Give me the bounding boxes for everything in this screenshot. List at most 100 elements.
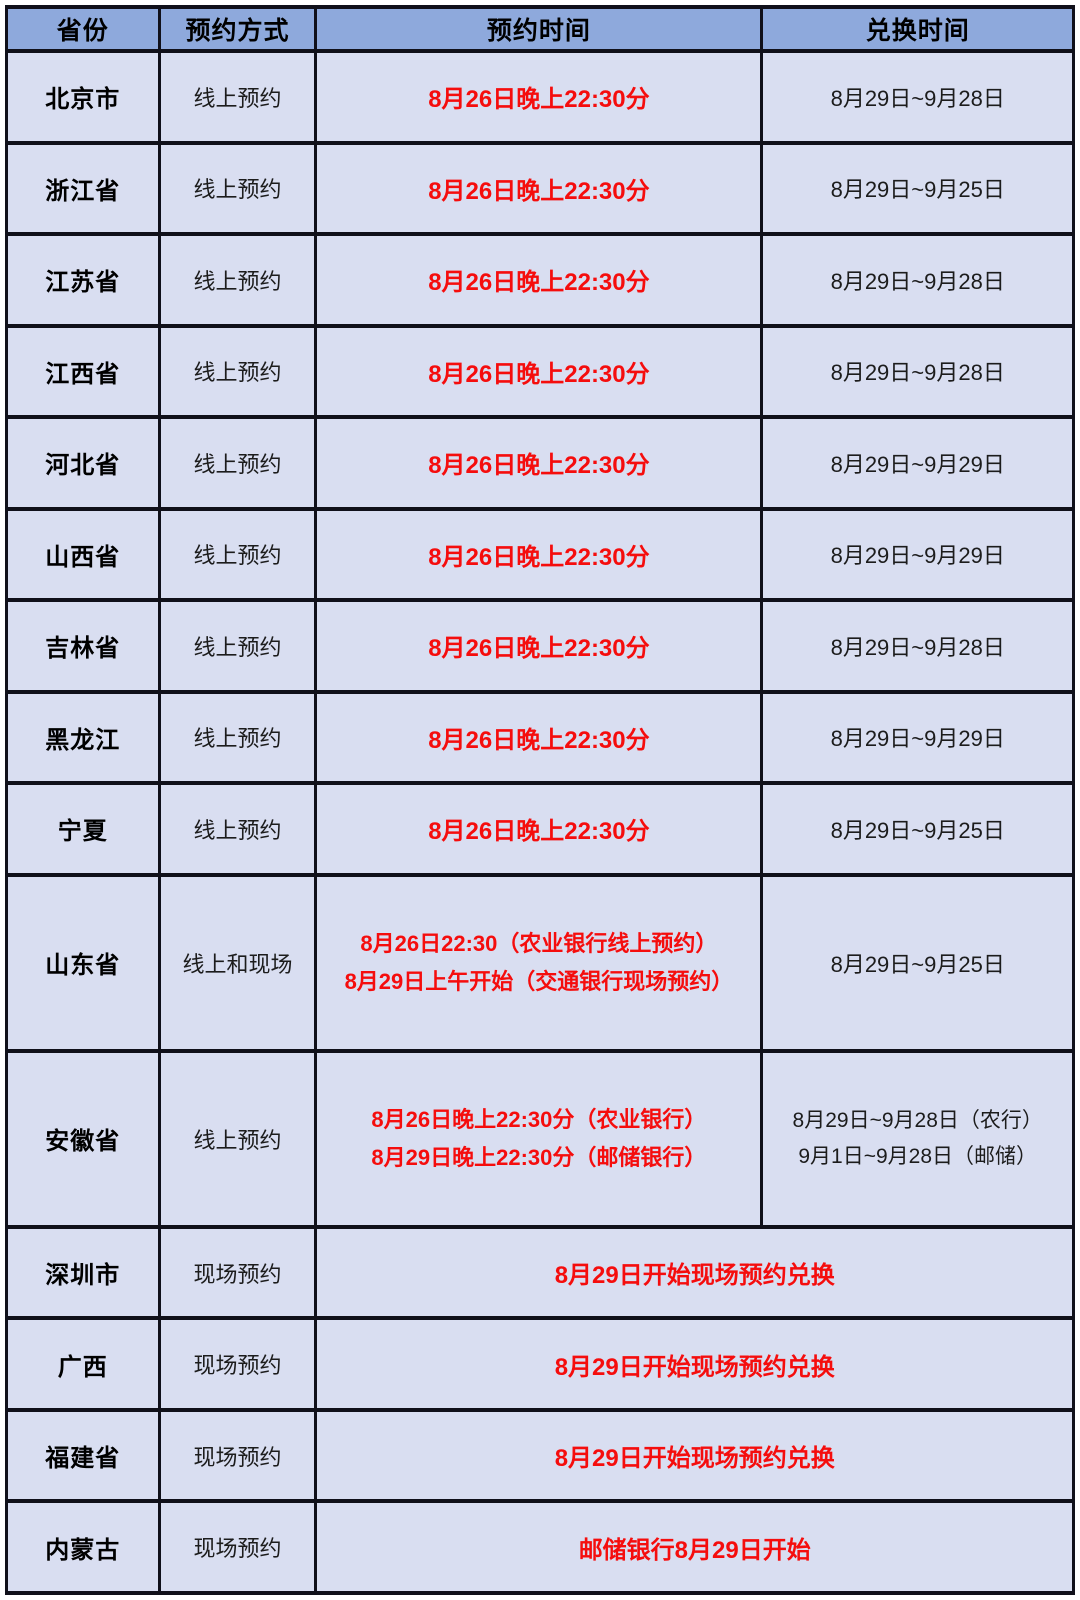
- reserve-time-cell: 8月29日开始现场预约兑换: [314, 1316, 1075, 1412]
- reserve-time-cell: 8月26日晚上22:30分: [314, 598, 764, 694]
- province-cell: 深圳市: [5, 1224, 161, 1321]
- province-cell: 福建省: [5, 1407, 161, 1504]
- method-cell: 现场预约: [157, 1407, 318, 1504]
- reserve-time-cell: 8月26日晚上22:30分: [314, 49, 764, 145]
- province-cell: 河北省: [5, 415, 161, 511]
- table-row: 山西省 线上预约 8月26日晚上22:30分 8月29日~9月29日: [5, 506, 1075, 602]
- cell-line: 8月29日~9月28日: [830, 360, 1005, 386]
- cell-line: 8月29日~9月29日: [830, 543, 1005, 569]
- reserve-time-cell: 8月26日晚上22:30分: [314, 140, 764, 236]
- reserve-time-cell: 8月26日晚上22:30分: [314, 506, 764, 602]
- method-cell: 线上预约: [157, 415, 318, 511]
- table-row: 福建省 现场预约 8月29日开始现场预约兑换: [5, 1407, 1075, 1504]
- reserve-time-cell: 8月26日晚上22:30分: [314, 232, 764, 328]
- province-cell: 江苏省: [5, 232, 161, 328]
- table-row: 河北省 线上预约 8月26日晚上22:30分 8月29日~9月29日: [5, 415, 1075, 511]
- column-header-province: 省份: [5, 5, 161, 53]
- cell-line: 8月29日上午开始（交通银行现场预约）: [344, 968, 734, 994]
- cell-line: 8月29日~9月29日: [830, 726, 1005, 752]
- exchange-time-cell: 8月29日~9月28日: [760, 49, 1075, 145]
- cell-line: 8月29日~9月25日: [830, 817, 1005, 843]
- exchange-time-cell: 8月29日~9月28日: [760, 232, 1075, 328]
- method-cell: 线上和现场: [157, 872, 318, 1053]
- method-cell: 线上预约: [157, 506, 318, 602]
- table-row: 山东省 线上和现场 8月26日22:30（农业银行线上预约） 8月29日上午开始（交通…: [5, 872, 1075, 1053]
- method-cell: 线上预约: [157, 232, 318, 328]
- method-cell: 线上预约: [157, 689, 318, 785]
- cell-line: 8月26日22:30（农业银行线上预约）: [360, 931, 718, 957]
- table-header: 省份 预约方式 预约时间 兑换时间: [5, 5, 1075, 53]
- exchange-time-cell: 8月29日~9月25日: [760, 140, 1075, 236]
- column-header-exchange-time: 兑换时间: [760, 5, 1075, 53]
- method-cell: 现场预约: [157, 1316, 318, 1412]
- reserve-time-cell: 8月26日晚上22:30分: [314, 323, 764, 419]
- table-row: 宁夏 线上预约 8月26日晚上22:30分 8月29日~9月25日: [5, 781, 1075, 877]
- column-header-method: 预约方式: [157, 5, 318, 53]
- province-cell: 安徽省: [5, 1048, 161, 1229]
- province-cell: 广西: [5, 1316, 161, 1412]
- cell-line: 8月26日晚上22:30分: [428, 543, 650, 571]
- province-cell: 江西省: [5, 323, 161, 419]
- province-cell: 吉林省: [5, 598, 161, 694]
- cell-line: 8月26日晚上22:30分: [428, 86, 650, 114]
- table-row: 深圳市 现场预约 8月29日开始现场预约兑换: [5, 1224, 1075, 1321]
- method-cell: 线上预约: [157, 323, 318, 419]
- reserve-time-cell: 8月26日22:30（农业银行线上预约） 8月29日上午开始（交通银行现场预约）: [314, 872, 764, 1053]
- exchange-time-cell: 8月29日~9月28日（农行） 9月1日~9月28日（邮储）: [760, 1048, 1075, 1229]
- cell-line: 8月29日晚上22:30分（邮储银行）: [371, 1144, 707, 1170]
- province-cell: 黑龙江: [5, 689, 161, 785]
- cell-line: 8月29日开始现场预约兑换: [554, 1262, 835, 1290]
- cell-line: 8月26日晚上22:30分（农业银行）: [371, 1107, 707, 1133]
- reserve-time-cell: 8月26日晚上22:30分（农业银行） 8月29日晚上22:30分（邮储银行）: [314, 1048, 764, 1229]
- reserve-time-cell: 8月26日晚上22:30分: [314, 781, 764, 877]
- exchange-time-cell: 8月29日~9月29日: [760, 506, 1075, 602]
- table-row: 广西 现场预约 8月29日开始现场预约兑换: [5, 1316, 1075, 1412]
- exchange-time-cell: 8月29日~9月29日: [760, 689, 1075, 785]
- province-cell: 浙江省: [5, 140, 161, 236]
- reserve-time-cell: 邮储银行8月29日开始: [314, 1499, 1075, 1595]
- reserve-time-cell: 8月29日开始现场预约兑换: [314, 1224, 1075, 1321]
- reserve-time-cell: 8月29日开始现场预约兑换: [314, 1407, 1075, 1504]
- cell-line: 8月29日~9月28日: [830, 85, 1005, 111]
- cell-line: 8月29日~9月25日: [830, 177, 1005, 203]
- exchange-time-cell: 8月29日~9月25日: [760, 781, 1075, 877]
- cell-line: 8月29日开始现场预约兑换: [554, 1445, 835, 1473]
- reservation-schedule-table: 省份 预约方式 预约时间 兑换时间 北京市 线上预约 8月26日晚上22:30分 8月29日…: [5, 5, 1075, 1595]
- cell-line: 邮储银行8月29日开始: [578, 1536, 811, 1564]
- method-cell: 线上预约: [157, 598, 318, 694]
- header-row: 省份 预约方式 预约时间 兑换时间: [5, 5, 1075, 53]
- exchange-time-cell: 8月29日~9月28日: [760, 323, 1075, 419]
- exchange-time-cell: 8月29日~9月29日: [760, 415, 1075, 511]
- column-header-reserve-time: 预约时间: [314, 5, 764, 53]
- method-cell: 线上预约: [157, 781, 318, 877]
- table-body: 北京市 线上预约 8月26日晚上22:30分 8月29日~9月28日 浙江省 线上预约 8月…: [5, 49, 1075, 1595]
- cell-line: 8月29日开始现场预约兑换: [554, 1353, 835, 1381]
- method-cell: 线上预约: [157, 49, 318, 145]
- table-row: 吉林省 线上预约 8月26日晚上22:30分 8月29日~9月28日: [5, 598, 1075, 694]
- province-cell: 内蒙古: [5, 1499, 161, 1595]
- cell-line: 9月1日~9月28日（邮储）: [798, 1144, 1038, 1168]
- cell-line: 8月29日~9月29日: [830, 451, 1005, 477]
- exchange-time-cell: 8月29日~9月25日: [760, 872, 1075, 1053]
- method-cell: 现场预约: [157, 1224, 318, 1321]
- cell-line: 8月29日~9月28日: [830, 268, 1005, 294]
- table-row: 安徽省 线上预约 8月26日晚上22:30分（农业银行） 8月29日晚上22:30分（…: [5, 1048, 1075, 1229]
- cell-line: 8月26日晚上22:30分: [428, 452, 650, 480]
- reserve-time-cell: 8月26日晚上22:30分: [314, 415, 764, 511]
- cell-line: 8月26日晚上22:30分: [428, 177, 650, 205]
- cell-line: 8月29日~9月28日: [830, 634, 1005, 660]
- table-row: 江西省 线上预约 8月26日晚上22:30分 8月29日~9月28日: [5, 323, 1075, 419]
- cell-line: 8月26日晚上22:30分: [428, 818, 650, 846]
- cell-line: 8月29日~9月28日（农行）: [792, 1109, 1043, 1133]
- exchange-time-cell: 8月29日~9月28日: [760, 598, 1075, 694]
- province-cell: 山西省: [5, 506, 161, 602]
- province-cell: 宁夏: [5, 781, 161, 877]
- cell-line: 8月29日~9月25日: [830, 951, 1005, 977]
- province-cell: 山东省: [5, 872, 161, 1053]
- cell-line: 8月26日晚上22:30分: [428, 360, 650, 388]
- table-row: 北京市 线上预约 8月26日晚上22:30分 8月29日~9月28日: [5, 49, 1075, 145]
- table-row: 黑龙江 线上预约 8月26日晚上22:30分 8月29日~9月29日: [5, 689, 1075, 785]
- method-cell: 线上预约: [157, 1048, 318, 1229]
- table-row: 江苏省 线上预约 8月26日晚上22:30分 8月29日~9月28日: [5, 232, 1075, 328]
